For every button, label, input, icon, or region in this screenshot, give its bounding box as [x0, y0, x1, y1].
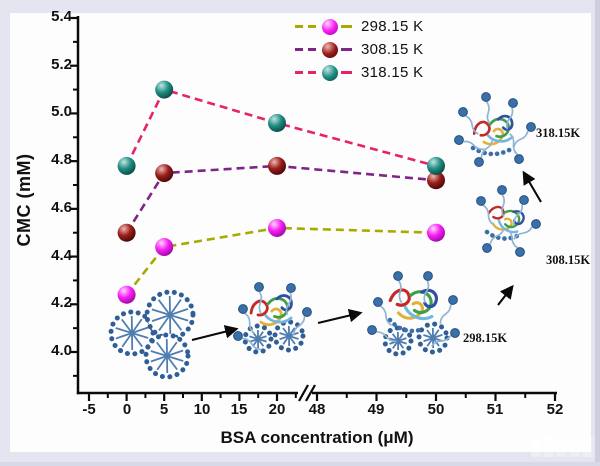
data-point	[117, 156, 136, 175]
stage-label-308: 308.15K	[546, 253, 591, 267]
legend-dash	[295, 48, 319, 51]
figure-panel	[10, 13, 591, 452]
protein-micelle-complex-318	[454, 92, 536, 167]
axes	[70, 16, 557, 402]
legend-dash	[295, 25, 319, 28]
x-axis-title: BSA concentration (μM)	[220, 428, 414, 447]
y-tick-label: 4.0	[51, 342, 72, 359]
arrow-icon	[317, 308, 363, 325]
stage-label-298: 298.15K	[463, 331, 508, 345]
page-edge-right	[595, 0, 600, 466]
x-tick-label: 52	[546, 401, 564, 418]
y-axis-title: CMC (mM)	[14, 153, 34, 247]
legend-marker-sphere	[322, 41, 338, 58]
x-tick-label: 15	[230, 401, 248, 418]
micelle-cluster-illustration	[108, 289, 196, 380]
data-point	[268, 113, 286, 132]
data-point	[268, 156, 286, 175]
x-tick-label: 51	[486, 401, 504, 418]
y-tick-label: 4.4	[51, 246, 72, 264]
legend-label: 298.15 K	[361, 18, 424, 35]
y-tick-label: 4.8	[51, 151, 72, 169]
series-line-308.15K	[125, 164, 437, 234]
series-lines	[125, 88, 437, 296]
arrow-icon	[191, 325, 239, 342]
page-edge-bottom	[0, 462, 600, 466]
legend-label: 308.15 K	[361, 41, 424, 58]
legend-marker-sphere	[322, 64, 338, 81]
legend-item-298: 298.15 K	[295, 15, 423, 38]
y-tick-label: 4.6	[51, 199, 72, 216]
arrow-icon	[497, 284, 514, 306]
data-point	[427, 171, 445, 190]
legend-item-318: 318.15 K	[295, 61, 423, 84]
data-point	[155, 80, 174, 99]
legend-dash	[341, 71, 352, 74]
x-tick-label: 49	[367, 401, 385, 418]
protein-micelle-complex-298	[367, 271, 460, 357]
series-line-298.15K	[125, 226, 437, 296]
protein-micelle-complex-1	[233, 282, 312, 355]
protein-micelle-complex-308	[476, 185, 541, 257]
axis-break-icon	[305, 384, 316, 402]
watermark	[531, 436, 595, 457]
series-line-318.15K	[125, 88, 437, 168]
x-tick-label: 48	[308, 401, 326, 418]
data-point	[155, 164, 174, 183]
y-tick-label: 5.0	[51, 103, 72, 121]
data-point	[427, 223, 445, 242]
axis-break-icon	[298, 384, 309, 402]
data-point	[268, 218, 286, 237]
legend-dash	[341, 25, 352, 28]
x-tick-label: 0	[122, 401, 132, 418]
arrow-icon	[522, 170, 542, 203]
legend-dash	[341, 48, 352, 51]
data-point	[117, 223, 136, 242]
data-point	[155, 238, 174, 257]
y-tick-label: 4.2	[51, 294, 72, 312]
molecular-illustrations	[108, 92, 541, 380]
x-tick-label: 50	[427, 401, 445, 418]
x-tick-label: 10	[193, 401, 211, 418]
legend: 298.15 K 308.15 K 318.15 K	[295, 15, 423, 84]
legend-marker-sphere	[322, 18, 338, 35]
y-tick-label: 5.4	[51, 8, 72, 25]
series-points	[117, 80, 445, 304]
y-tick-label: 5.2	[51, 55, 72, 73]
stage-label-318: 318.15K	[536, 126, 581, 140]
x-tick-label: -5	[82, 401, 96, 418]
x-tick-label: 5	[159, 401, 169, 418]
legend-item-308: 308.15 K	[295, 38, 423, 61]
x-tick-label: 20	[268, 401, 286, 418]
data-point	[117, 285, 136, 304]
legend-dash	[295, 71, 319, 74]
stage-arrows	[191, 170, 542, 342]
legend-label: 318.15 K	[361, 64, 424, 81]
data-point	[427, 156, 445, 175]
